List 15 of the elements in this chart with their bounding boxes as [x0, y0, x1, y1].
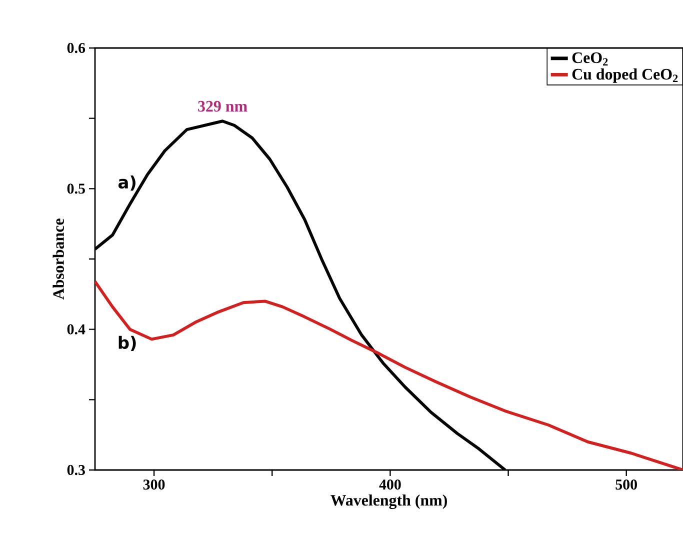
y-tick-label: 0.6: [67, 42, 86, 54]
annotation: b): [118, 336, 136, 351]
annotation: a): [118, 175, 136, 191]
x-tick-label: 400: [379, 480, 401, 490]
x-axis-title: Wavelength (nm): [330, 494, 447, 510]
x-tick-label: 300: [143, 480, 165, 490]
y-axis-title: Absorbance: [52, 218, 64, 300]
annotation: 329 nm: [198, 100, 248, 112]
legend-label: Cu doped CeO$_{2}$: [572, 68, 678, 83]
y-tick-label: 0.4: [67, 324, 86, 334]
y-tick-label: 0.5: [67, 184, 85, 194]
x-tick-label: 500: [616, 480, 637, 490]
legend-label: CeO$_{2}$: [572, 52, 608, 66]
y-tick-label: 0.3: [67, 464, 85, 476]
line-series: [95, 280, 683, 470]
